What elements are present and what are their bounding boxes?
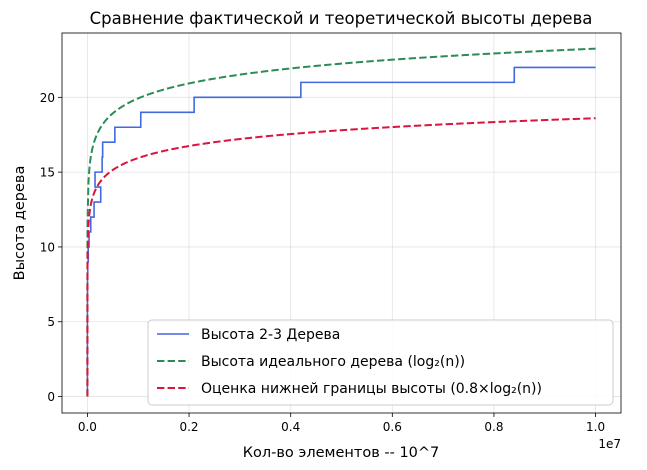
plot-frame	[61, 32, 622, 414]
x-tick-label: 0.0	[78, 420, 97, 434]
series-line-1	[86, 47, 596, 397]
y-tick-label: 20	[40, 91, 55, 105]
chart-title: Сравнение фактической и теоретической вы…	[90, 9, 593, 28]
y-tick-label: 5	[47, 315, 55, 329]
x-tick-label: 1.0	[586, 420, 605, 434]
y-axis-label: Высота дерева	[12, 166, 28, 281]
legend-label-1: Высота идеального дерева (log₂(n))	[201, 354, 465, 370]
y-tick-label: 0	[47, 390, 55, 404]
y-tick-label: 10	[40, 240, 55, 254]
x-tick-label: 0.6	[383, 420, 402, 434]
x-tick-label: 0.8	[484, 420, 503, 434]
legend: Высота 2-3 Дерева Высота идеального дерев…	[147, 319, 614, 406]
y-tick-label: 15	[40, 166, 55, 180]
x-axis-label: Кол-во элементов -- 10^7	[243, 445, 440, 461]
series-line-0	[86, 66, 596, 397]
x-tick-label: 0.2	[179, 420, 198, 434]
legend-box	[147, 319, 614, 406]
y-axis-ticks: 0 5 10 15 20	[40, 91, 62, 404]
legend-label-0: Высота 2-3 Дерева	[201, 327, 340, 343]
x-tick-label: 0.4	[281, 420, 300, 434]
x-offset-label: 1e7	[598, 437, 621, 451]
series-layer	[86, 47, 596, 397]
series-line-2	[86, 117, 596, 397]
legend-label-2: Оценка нижней границы высоты (0.8×log₂(n…	[201, 381, 542, 397]
x-axis-ticks: 0.0 0.2 0.4 0.6 0.8 1.0	[78, 413, 605, 434]
